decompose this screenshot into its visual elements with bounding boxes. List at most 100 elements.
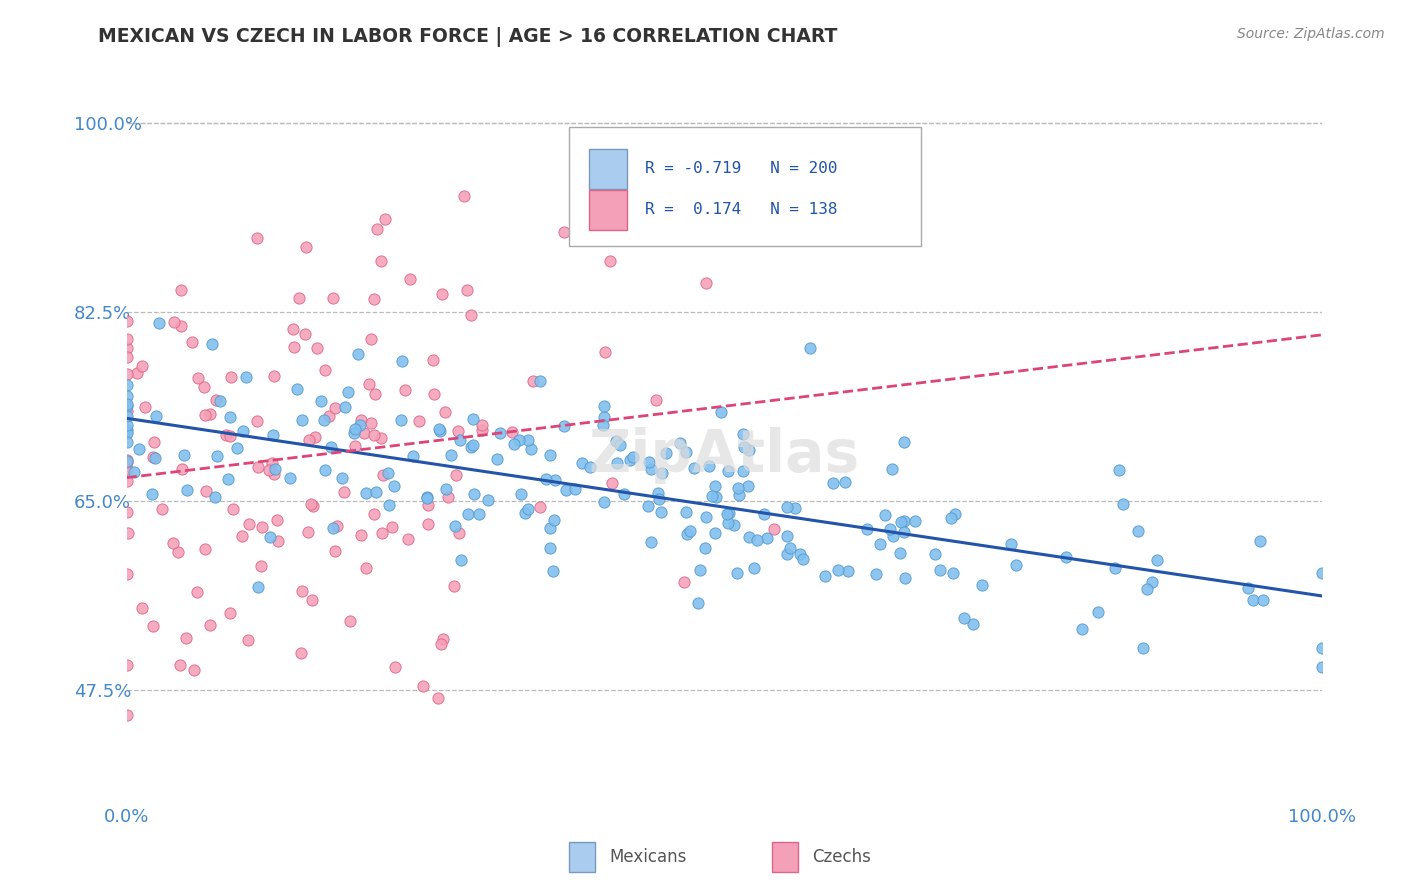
Point [683, 461, 706, 475]
Point [673, 574, 696, 589]
Point [430, 286, 453, 301]
Point [460, 441, 482, 455]
Point [187, 371, 209, 385]
Point [427, 422, 450, 436]
Point [564, 482, 586, 496]
Point [205, 449, 228, 463]
Point [879, 522, 901, 536]
Point [814, 569, 837, 583]
Point [637, 499, 659, 513]
Point [536, 472, 558, 486]
Point [699, 458, 721, 473]
Point [366, 222, 388, 236]
Point [704, 490, 727, 504]
Point [117, 526, 139, 541]
Point [170, 319, 193, 334]
Point [1104, 561, 1126, 575]
Point [301, 499, 323, 513]
Point [291, 412, 314, 426]
Point [382, 479, 405, 493]
Point [827, 563, 849, 577]
Point [318, 409, 340, 424]
Point [738, 530, 761, 544]
Point [314, 363, 336, 377]
Point [640, 535, 662, 549]
Text: MEXICAN VS CZECH IN LABOR FORCE | AGE > 16 CORRELATION CHART: MEXICAN VS CZECH IN LABOR FORCE | AGE > … [98, 27, 838, 46]
Point [291, 584, 314, 599]
Point [513, 506, 536, 520]
Point [309, 394, 332, 409]
Point [285, 382, 308, 396]
Point [453, 189, 475, 203]
Point [323, 543, 346, 558]
Point [461, 411, 484, 425]
Point [416, 491, 439, 505]
Text: Mexicans: Mexicans [609, 848, 686, 866]
Point [695, 510, 717, 524]
Point [194, 541, 217, 556]
Point [605, 434, 627, 448]
Point [538, 448, 561, 462]
Point [688, 596, 710, 610]
Point [695, 277, 717, 291]
Point [962, 617, 984, 632]
Point [449, 525, 471, 540]
Point [218, 409, 240, 424]
Point [599, 254, 621, 268]
Point [115, 567, 138, 582]
Point [401, 449, 423, 463]
Point [529, 374, 551, 388]
Point [128, 442, 150, 457]
Point [344, 439, 367, 453]
Point [893, 514, 915, 528]
Point [449, 434, 471, 448]
Point [727, 481, 749, 495]
Point [728, 487, 751, 501]
Point [553, 418, 575, 433]
Point [167, 545, 190, 559]
Point [742, 560, 765, 574]
Point [333, 400, 356, 414]
Point [235, 370, 257, 384]
Point [450, 553, 472, 567]
Point [381, 519, 404, 533]
Point [651, 467, 673, 481]
Point [468, 508, 491, 522]
Point [219, 369, 242, 384]
Point [509, 487, 531, 501]
Point [349, 417, 371, 432]
Point [180, 335, 202, 350]
Point [529, 500, 551, 515]
Point [1071, 622, 1094, 636]
Point [301, 593, 323, 607]
Point [250, 519, 273, 533]
Point [217, 472, 239, 486]
Point [1112, 497, 1135, 511]
Point [689, 563, 711, 577]
Point [208, 393, 231, 408]
Point [789, 547, 811, 561]
Point [875, 508, 897, 523]
Point [463, 438, 485, 452]
Point [555, 483, 578, 497]
Point [929, 564, 952, 578]
Point [939, 510, 962, 524]
FancyBboxPatch shape [568, 128, 921, 246]
Point [347, 347, 370, 361]
Point [115, 423, 138, 437]
Point [201, 336, 224, 351]
Point [384, 660, 406, 674]
Point [432, 632, 454, 646]
Point [115, 341, 138, 355]
Point [834, 475, 856, 490]
Point [247, 580, 270, 594]
Point [250, 559, 273, 574]
Point [543, 513, 565, 527]
Point [142, 450, 165, 464]
Point [1310, 660, 1333, 674]
Point [333, 484, 356, 499]
Point [374, 211, 396, 226]
Point [1146, 552, 1168, 566]
Point [115, 351, 138, 365]
Point [142, 618, 165, 632]
